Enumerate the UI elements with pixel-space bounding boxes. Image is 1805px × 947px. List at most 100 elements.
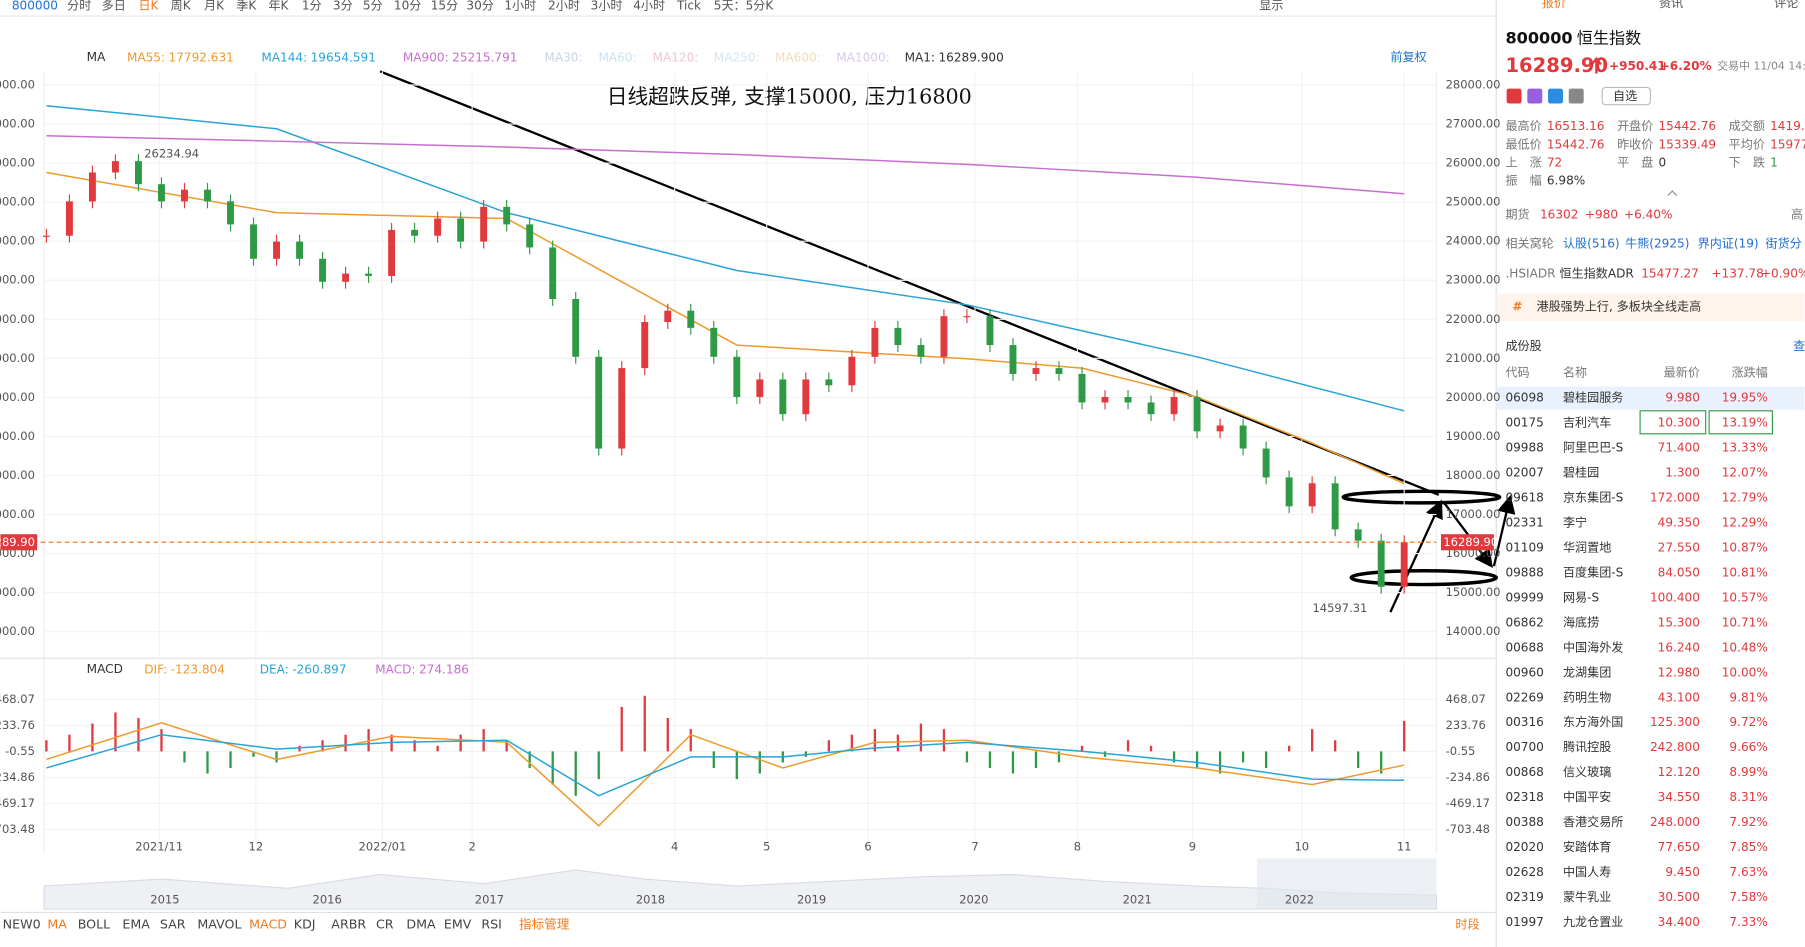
ma-legend[interactable]: MA144: 19654.591 [261, 50, 376, 64]
table-cell: 8.31% [1729, 790, 1767, 804]
tag-icon[interactable] [1506, 88, 1522, 104]
indicator-tab[interactable]: DMA [406, 917, 436, 932]
more-link[interactable]: 查 [1793, 339, 1805, 353]
collapse-chevron[interactable] [1667, 190, 1678, 197]
tag-icon[interactable] [1548, 88, 1563, 104]
period-tab[interactable]: 月K [204, 0, 225, 12]
y-tick-label: 468.07 [0, 692, 35, 706]
adjust-button[interactable]: 前复权 [1390, 49, 1426, 64]
indicator-tab[interactable]: CR [376, 917, 394, 932]
table-cell: 02331 [1505, 515, 1543, 529]
period-tab[interactable]: 15分 [431, 0, 458, 12]
ma-legend[interactable]: MA1: 16289.900 [905, 50, 1004, 64]
watch-label[interactable]: 自选 [1613, 89, 1637, 103]
table-cell[interactable]: 蒙牛乳业 [1563, 889, 1611, 904]
table-cell[interactable]: 药明生物 [1563, 690, 1611, 704]
warrant-link[interactable]: 牛熊(2925) [1625, 235, 1689, 250]
period-tab[interactable]: 10分 [394, 0, 421, 12]
period-tab[interactable]: 2小时 [548, 0, 580, 12]
table-cell[interactable]: 安踏体育 [1563, 839, 1611, 854]
tag-icon[interactable] [1527, 88, 1543, 104]
period-tab[interactable]: 30分 [466, 0, 493, 12]
period-tab[interactable]: 周K [171, 0, 192, 12]
panel-tab[interactable]: 评论 [1774, 0, 1798, 10]
indicator-tab[interactable]: MA [47, 917, 67, 932]
table-cell: 16.240 [1658, 640, 1700, 654]
period-tab[interactable]: 季K [236, 0, 257, 12]
indicator-tab[interactable]: KDJ [294, 917, 316, 932]
stock-code[interactable]: 800000 [12, 0, 58, 12]
table-cell[interactable]: 中国平安 [1563, 789, 1611, 804]
period-tab[interactable]: 多日 [102, 0, 126, 12]
table-cell[interactable]: 京东集团-S [1563, 490, 1623, 505]
ma-legend[interactable]: MA250: [714, 50, 760, 64]
display-menu[interactable]: 显示 [1259, 0, 1283, 12]
tag-icon[interactable] [1568, 88, 1584, 104]
indicator-tab[interactable]: 指标管理 [519, 917, 570, 932]
table-cell[interactable]: 中国海外发 [1563, 639, 1623, 654]
ma-legend[interactable]: MA900: 25215.791 [403, 50, 518, 64]
table-cell[interactable]: 中国人寿 [1563, 864, 1611, 879]
navigator-window[interactable] [1256, 858, 1437, 910]
table-cell[interactable]: 龙湖集团 [1563, 664, 1611, 679]
table-cell[interactable]: 九龙仓置业 [1563, 915, 1623, 929]
period-tab[interactable]: 日K [138, 0, 159, 12]
ma-legend[interactable]: MA60: [598, 50, 636, 64]
table-cell[interactable]: 腾讯控股 [1563, 739, 1611, 754]
warrant-link[interactable]: 街货分 [1766, 235, 1802, 250]
period-tab[interactable]: 分时 [67, 0, 91, 12]
ma-legend[interactable]: MA1000: [836, 50, 890, 64]
table-cell[interactable]: 吉利汽车 [1563, 415, 1611, 430]
period-tab[interactable]: 3小时 [591, 0, 623, 12]
table-cell[interactable]: 海底捞 [1563, 614, 1599, 629]
ma-legend[interactable]: MA600: [775, 50, 821, 64]
ma-legend[interactable]: MA120: [653, 50, 699, 64]
period-tab[interactable]: Tick [676, 0, 701, 12]
panel-tab[interactable]: 报价 [1542, 0, 1566, 10]
table-cell[interactable]: 碧桂园 [1563, 465, 1599, 480]
period-tab[interactable]: 1分 [302, 0, 322, 12]
table-cell[interactable]: 信义玻璃 [1563, 765, 1611, 779]
period-tab[interactable]: 4小时 [633, 0, 665, 12]
period-tab[interactable]: 3分 [333, 0, 353, 12]
warrant-link[interactable]: 认股(516) [1563, 236, 1620, 250]
ma-legend[interactable]: MA30: [544, 50, 582, 64]
indicator-tab[interactable]: MAVOL [197, 917, 241, 932]
table-cell[interactable]: 香港交易所 [1563, 814, 1623, 829]
pct-box [1708, 410, 1773, 435]
candle [273, 241, 280, 259]
ma-legend[interactable]: MA55: 17792.631 [127, 50, 234, 64]
indicator-tab[interactable]: ARBR [331, 917, 366, 932]
panel-tab[interactable]: 资讯 [1659, 0, 1683, 10]
table-cell: 8.99% [1729, 765, 1767, 779]
warrant-link[interactable]: 界内证(19) [1698, 236, 1759, 250]
period-tab[interactable]: 5分 [363, 0, 383, 12]
table-cell[interactable]: 阿里巴巴-S [1563, 441, 1623, 455]
table-cell[interactable]: 碧桂园服务 [1563, 390, 1623, 405]
indicator-tab[interactable]: RSI [481, 917, 502, 932]
table-cell: 02269 [1505, 690, 1543, 704]
indicator-tab[interactable]: BOLL [78, 917, 110, 932]
table-cell[interactable]: 东方海外国 [1563, 714, 1623, 729]
table-cell[interactable]: 百度集团-S [1563, 564, 1623, 579]
candle [1285, 477, 1293, 507]
indicator-tab[interactable]: MACD [249, 917, 287, 932]
period-tab[interactable]: 1小时 [504, 0, 536, 12]
period-tab[interactable]: 5天：5分K [714, 0, 775, 12]
news-headline[interactable]: 港股强势上行, 多板块全线走高 [1537, 299, 1702, 314]
candle [687, 310, 695, 328]
watch-button[interactable] [1601, 86, 1652, 106]
period-tab[interactable]: 年K [268, 0, 289, 12]
table-cell[interactable]: 华润置地 [1563, 540, 1611, 554]
indicator-tab[interactable]: SAR [160, 917, 186, 932]
indicator-tab[interactable]: EMA [122, 917, 150, 932]
quote-status: 交易中 11/04 14:2 [1717, 59, 1805, 73]
x-tick-label: 11 [1397, 839, 1412, 853]
table-cell[interactable]: 网易-S [1563, 590, 1599, 604]
indicator-tab[interactable]: EMV [444, 917, 472, 932]
session-button[interactable]: 时段 [1455, 917, 1479, 932]
y-tick-label: 18000.00 [0, 468, 35, 482]
stat-value: 1 [1770, 155, 1778, 169]
indicator-tab[interactable]: NEW0 [3, 917, 41, 932]
table-cell[interactable]: 李宁 [1563, 514, 1587, 529]
